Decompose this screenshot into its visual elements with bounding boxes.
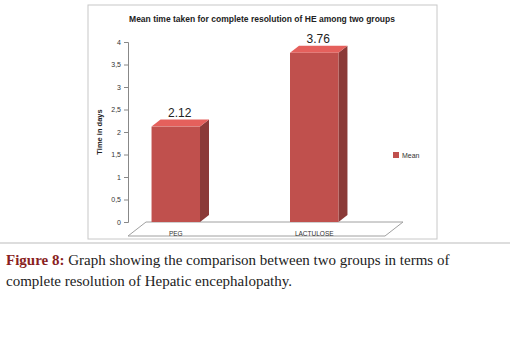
- bar-side: [338, 46, 347, 222]
- caption-label: Figure 8:: [6, 252, 64, 268]
- x-tick-label: LACTULOSE: [295, 230, 334, 237]
- y-tick: 0,5: [111, 196, 128, 203]
- y-tick: 4: [117, 39, 128, 46]
- bar-top: [290, 46, 347, 53]
- x-tick: LACTULOSE: [295, 230, 334, 237]
- data-labels: 2.12 3.76: [168, 32, 330, 120]
- x-tick: PEG: [169, 230, 183, 237]
- floor: [128, 222, 403, 236]
- y-tick-line: [124, 132, 128, 133]
- bar: [152, 127, 200, 222]
- caption: Figure 8: Graph showing the comparison b…: [6, 250, 502, 292]
- legend-swatch: [393, 152, 399, 158]
- legend-label: Mean: [402, 152, 420, 159]
- y-axis: 0 0,5 1 1,5 2 2,5 3 3,5 4: [111, 39, 128, 226]
- bar-top: [152, 120, 209, 127]
- y-tick: 1: [117, 174, 128, 181]
- y-tick-line: [124, 222, 128, 223]
- separator: [0, 243, 510, 244]
- x-tick-label: PEG: [169, 230, 183, 237]
- figure: Mean time taken for complete resolution …: [0, 0, 510, 338]
- caption-text: Graph showing the comparison between two…: [6, 252, 449, 289]
- y-tick-line: [124, 42, 128, 43]
- bar: [290, 53, 338, 222]
- y-tick-label: 1,5: [111, 151, 121, 158]
- data-label: 3.76: [307, 32, 331, 46]
- bar-3d: [152, 120, 209, 222]
- y-tick-label: 1: [117, 174, 121, 181]
- chart-frame: [88, 5, 437, 239]
- y-tick: 3,5: [111, 61, 128, 68]
- data-label: 2.12: [168, 106, 192, 120]
- y-tick-label: 2,5: [111, 106, 121, 113]
- y-tick-label: 4: [117, 39, 121, 46]
- bars: [152, 46, 348, 222]
- y-tick-label: 0: [117, 219, 121, 226]
- y-tick-label: 0,5: [111, 196, 121, 203]
- y-tick: 1,5: [111, 151, 128, 158]
- y-tick-line: [124, 87, 128, 88]
- legend: Mean: [393, 152, 420, 159]
- y-tick-line: [124, 155, 128, 156]
- chart: Mean time taken for complete resolution …: [0, 0, 510, 245]
- y-tick-label: 3: [117, 84, 121, 91]
- y-axis-title: Time in days: [95, 109, 104, 154]
- y-tick: 2,5: [111, 106, 128, 113]
- x-axis: PEG LACTULOSE: [169, 230, 334, 237]
- y-axis-line: [124, 43, 129, 223]
- y-tick: 2: [117, 129, 128, 136]
- caption-space: [64, 252, 68, 268]
- y-tick: 0: [117, 219, 128, 226]
- y-tick-label: 3,5: [111, 61, 121, 68]
- y-tick: 3: [117, 84, 128, 91]
- bar-3d: [290, 46, 347, 222]
- y-tick-line: [124, 200, 128, 201]
- y-tick-line: [124, 110, 128, 111]
- title: Mean time taken for complete resolution …: [129, 14, 395, 24]
- y-tick-label: 2: [117, 129, 121, 136]
- y-tick-line: [124, 177, 128, 178]
- y-tick-line: [124, 65, 128, 66]
- bar-side: [200, 120, 209, 222]
